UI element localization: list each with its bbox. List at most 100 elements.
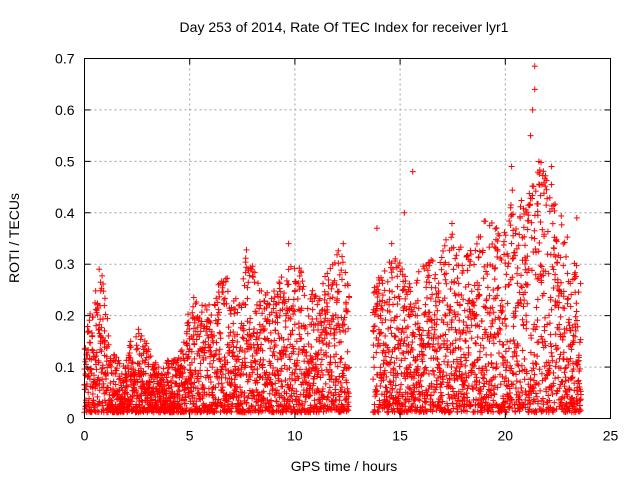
data-point — [99, 362, 106, 369]
data-point — [240, 275, 247, 282]
data-point — [115, 387, 122, 394]
data-point — [140, 381, 147, 388]
data-point — [98, 324, 105, 331]
data-point — [142, 357, 149, 364]
data-point — [136, 361, 143, 368]
data-point — [152, 359, 159, 366]
data-point — [150, 378, 157, 385]
data-point — [130, 372, 137, 379]
data-point — [243, 246, 250, 253]
data-point — [147, 353, 154, 360]
data-point — [102, 311, 109, 318]
data-point — [178, 347, 185, 354]
data-point — [118, 384, 125, 391]
data-point — [99, 272, 106, 279]
data-point — [245, 279, 252, 286]
data-point — [137, 336, 144, 343]
data-point — [225, 324, 232, 331]
data-point — [215, 380, 222, 387]
data-point — [262, 336, 269, 343]
data-point — [129, 359, 136, 366]
data-point — [169, 364, 176, 371]
data-point — [165, 370, 172, 377]
data-point — [143, 340, 150, 347]
data-point — [208, 312, 215, 319]
data-point — [93, 353, 100, 360]
data-point — [113, 365, 120, 372]
data-point — [98, 348, 105, 355]
data-point — [256, 321, 263, 328]
data-point — [168, 383, 175, 390]
data-point — [168, 377, 175, 384]
data-point — [215, 306, 222, 313]
data-point — [96, 266, 103, 273]
data-point — [87, 366, 94, 373]
data-point — [123, 378, 130, 385]
data-point — [101, 327, 108, 334]
data-point — [205, 335, 212, 342]
data-point — [142, 370, 149, 377]
data-point — [253, 336, 260, 343]
data-point — [107, 380, 114, 387]
data-point — [99, 402, 106, 409]
data-point — [101, 295, 108, 302]
data-point — [129, 398, 136, 405]
data-point — [251, 279, 258, 286]
data-point — [93, 349, 100, 356]
data-point — [216, 355, 223, 362]
data-point — [110, 385, 117, 392]
data-point — [246, 272, 253, 279]
data-point — [87, 339, 94, 346]
data-point — [242, 255, 249, 262]
data-point — [270, 288, 277, 295]
data-point — [148, 392, 155, 399]
chart-title: Day 253 of 2014, Rate Of TEC Index for r… — [180, 19, 509, 35]
data-point — [133, 342, 140, 349]
data-point — [145, 348, 152, 355]
data-point — [279, 383, 286, 390]
data-point — [282, 324, 289, 331]
data-point — [102, 375, 109, 382]
data-point — [86, 395, 93, 402]
data-point — [95, 359, 102, 366]
data-point — [82, 386, 89, 393]
data-point — [92, 287, 99, 294]
data-point — [107, 355, 114, 362]
data-point — [230, 349, 237, 356]
data-point — [254, 329, 261, 336]
data-point — [105, 341, 112, 348]
data-point — [163, 388, 170, 395]
data-point — [101, 302, 108, 309]
data-point — [125, 354, 132, 361]
data-point — [219, 387, 226, 394]
data-point — [197, 328, 204, 335]
data-point — [85, 389, 92, 396]
data-point — [271, 337, 278, 344]
data-point — [230, 320, 237, 327]
data-point — [133, 376, 140, 383]
data-point — [145, 346, 152, 353]
data-point — [91, 354, 98, 361]
data-point — [100, 281, 107, 288]
data-point — [89, 383, 96, 390]
data-point — [92, 357, 99, 364]
data-point — [216, 346, 223, 353]
data-point — [123, 372, 130, 379]
data-point — [126, 354, 133, 361]
data-point — [224, 275, 231, 282]
data-point — [160, 365, 167, 372]
data-point — [104, 315, 111, 322]
data-point — [221, 354, 228, 361]
data-point — [234, 338, 241, 345]
data-point — [165, 358, 172, 365]
data-point — [133, 333, 140, 340]
data-point — [151, 390, 158, 397]
data-point — [137, 365, 144, 372]
data-point — [260, 356, 267, 363]
data-point — [89, 346, 96, 353]
data-point — [138, 390, 145, 397]
data-point — [170, 360, 177, 367]
data-point — [92, 402, 99, 409]
data-point — [267, 345, 274, 352]
data-point — [115, 357, 122, 364]
